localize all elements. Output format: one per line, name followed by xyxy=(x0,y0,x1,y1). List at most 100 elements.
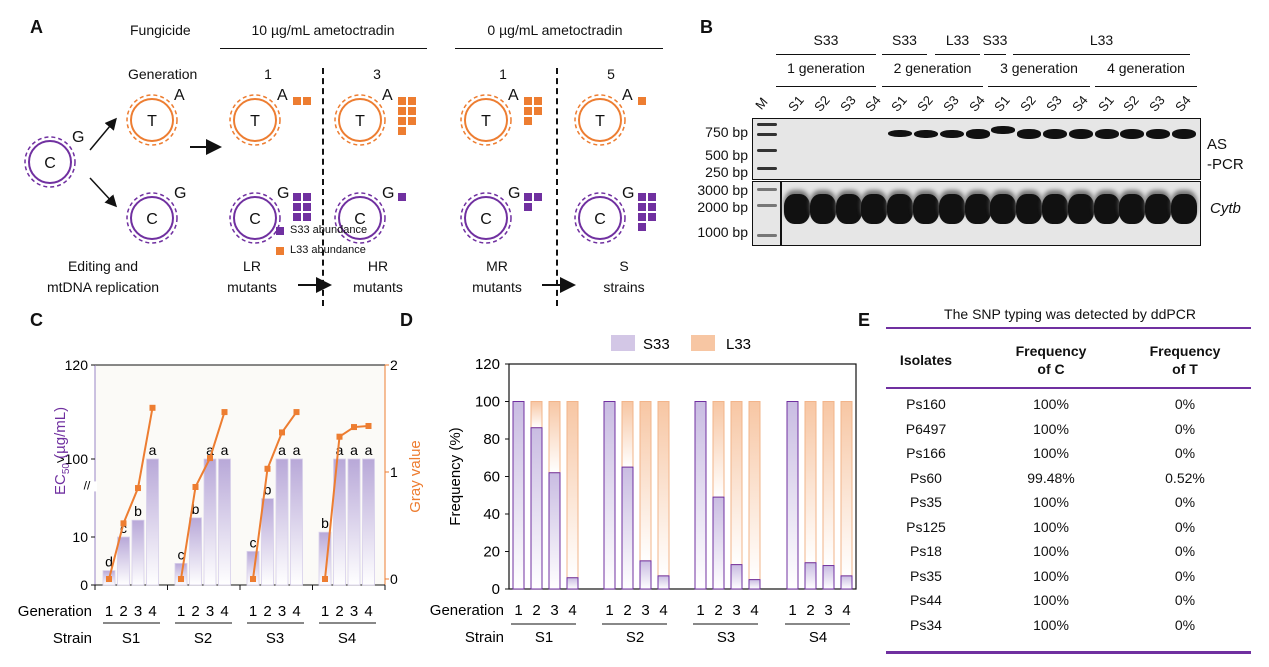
l33-bar xyxy=(730,401,743,566)
group-rule xyxy=(935,54,980,55)
outer-base: G xyxy=(72,129,84,146)
ladder-label: 500 bp xyxy=(705,147,748,163)
s33-abundance-square xyxy=(638,213,646,221)
generation-rule xyxy=(882,86,983,87)
gel-divider xyxy=(780,182,782,245)
axis-break-mark: // xyxy=(84,478,91,492)
significance-letter: a xyxy=(149,442,157,458)
lane-label: S2 xyxy=(1120,92,1143,115)
cytb-band xyxy=(990,194,1017,224)
s33-mtdna: CG xyxy=(334,185,394,244)
s33-abundance-square xyxy=(303,203,311,211)
mtdna-helix-icon xyxy=(574,192,626,244)
condition-0-rule xyxy=(455,48,663,49)
stage-label-line2: mutants xyxy=(472,279,522,295)
s33-bar xyxy=(621,466,634,590)
gray-value-point xyxy=(207,455,213,462)
legend-s33: S33 abundance xyxy=(290,224,368,236)
mtdna-helix-icon xyxy=(126,94,178,146)
y-tick: 40 xyxy=(483,506,500,523)
frequency-chart: 0 20 40 60 80 100 120 Frequency (%) Gray value S3… xyxy=(407,335,857,646)
panel-label-d: D xyxy=(400,310,413,330)
l33-abundance-square xyxy=(524,97,532,105)
cytb-band xyxy=(964,194,991,224)
gray-value-point xyxy=(120,520,127,527)
s33-bar xyxy=(566,577,579,590)
mtdna-helix-icon xyxy=(460,192,512,244)
legend-s33-swatch xyxy=(611,335,635,351)
outer-base: G xyxy=(277,185,289,202)
gray-value-point xyxy=(135,485,141,492)
generation-tick: 1 xyxy=(177,603,185,620)
fungicide-label: Fungicide xyxy=(130,22,191,38)
y-tick: 0 xyxy=(492,581,500,598)
inner-base: C xyxy=(594,211,606,228)
generation-rule xyxy=(776,86,876,87)
cytb-band xyxy=(809,194,836,224)
l33-abundance-square xyxy=(534,97,542,105)
stage-label-line2: strains xyxy=(603,279,645,295)
s33-bar xyxy=(712,496,725,590)
s33-mtdna: CG xyxy=(126,185,186,244)
gray-value-axis-label: Gray value xyxy=(407,440,424,513)
generation-rule xyxy=(988,86,1090,87)
stage-label-line2: mutants xyxy=(353,279,403,295)
l33-abundance-square xyxy=(524,117,532,125)
table-bottom-rule xyxy=(886,651,1251,654)
generation-tick: 3 xyxy=(641,602,649,619)
significance-letter: b xyxy=(192,501,200,517)
generation-tick: 2 xyxy=(623,602,631,619)
strain-label: S4 xyxy=(809,629,827,646)
freq-c-cell: 99.48% xyxy=(1027,469,1075,486)
freq-c-cell: 100% xyxy=(1033,616,1069,633)
inner-base: C xyxy=(480,211,492,228)
generation-tick: 1 xyxy=(696,602,704,619)
mtdna-helix-icon xyxy=(126,192,178,244)
lane-label: S4 xyxy=(1068,92,1091,115)
isolate-cell: Ps166 xyxy=(906,445,946,461)
significance-letter: a xyxy=(221,442,229,458)
isolate-cell: Ps60 xyxy=(910,469,942,486)
lane-label: S2 xyxy=(914,92,936,115)
freq-c-cell: 100% xyxy=(1033,543,1069,559)
mtdna-ring-icon xyxy=(28,140,72,184)
mtdna-ring-icon xyxy=(130,196,174,240)
ec50-bar xyxy=(290,458,303,586)
strain-label: S1 xyxy=(535,629,553,646)
stage-label-line2: mtDNA replication xyxy=(46,279,160,295)
right-tick: 1 xyxy=(390,464,398,480)
generation-tick: 1 xyxy=(321,603,329,620)
strain-row-label: Strain xyxy=(53,630,92,647)
ec50-bar xyxy=(275,458,289,586)
table-top-rule xyxy=(886,327,1251,329)
significance-letter: a xyxy=(278,442,286,458)
significance-letter: a xyxy=(365,442,373,458)
outer-base: A xyxy=(622,87,633,104)
stage-label-line1: MR xyxy=(486,258,508,274)
freq-t-cell: 0% xyxy=(1174,616,1196,633)
generation-tick: 2 xyxy=(532,602,540,619)
freq-c-cell: 100% xyxy=(1033,445,1069,461)
s33-abundance-square xyxy=(398,193,406,201)
ec50-chart: //010>100120130012dcba1234S1cbaa1234S2cb… xyxy=(18,357,398,647)
generation-header: 1 generation xyxy=(787,60,865,76)
lane-label: S3 xyxy=(1043,92,1065,115)
legend-l33-swatch xyxy=(276,247,284,255)
freq-t-cell: 0% xyxy=(1174,396,1196,412)
ec50-bar xyxy=(218,458,231,586)
generation-tick: 4 xyxy=(750,602,758,619)
y-tick: 120 xyxy=(475,356,500,373)
s33-bar xyxy=(530,427,543,590)
ec50-bar xyxy=(362,458,375,586)
isolate-cell: Ps34 xyxy=(910,616,942,633)
generation-tick: 3 xyxy=(206,603,214,620)
generation-tick: 2 xyxy=(714,602,722,619)
l33-abundance-square xyxy=(638,97,646,105)
significance-letter: a xyxy=(336,442,344,458)
generation-label: Generation xyxy=(128,66,198,82)
condition-10: 10 µg/mL ametoctradin xyxy=(251,22,395,38)
gray-value-point xyxy=(178,576,184,582)
generation-tick: 2 xyxy=(263,603,271,620)
left-tick: 0 xyxy=(80,577,88,593)
